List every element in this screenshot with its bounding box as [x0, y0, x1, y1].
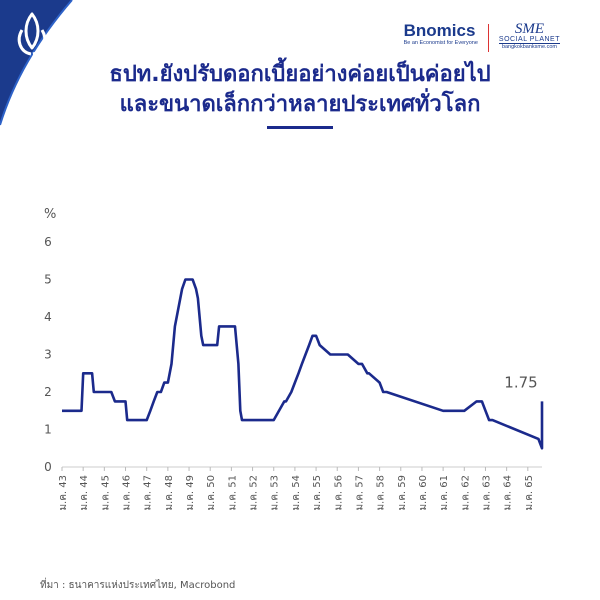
x-tick-label: ม.ค. 62 — [460, 475, 471, 511]
x-tick-label: ม.ค. 63 — [481, 475, 492, 511]
x-tick-label: ม.ค. 64 — [503, 475, 514, 511]
y-tick-label: 5 — [44, 273, 52, 287]
title-line-1: ธปท.ยังปรับดอกเบี้ยอย่างค่อยเป็นค่อยไป — [109, 62, 491, 87]
brand-divider — [487, 24, 489, 52]
source-note: ที่มา : ธนาคารแห่งประเทศไทย, Macrobond — [40, 580, 236, 591]
last-value-label: 1.75 — [504, 373, 537, 391]
x-tick-label: ม.ค. 55 — [312, 475, 323, 511]
x-tick-label: ม.ค. 61 — [439, 475, 450, 511]
sme-url: bangkokbanksme.com — [501, 44, 557, 50]
bnomics-name: Bnomics — [403, 21, 476, 40]
sme-sub: SOCIAL PLANET — [498, 36, 560, 44]
page-title: ธปท.ยังปรับดอกเบี้ยอย่างค่อยเป็นค่อยไป แ… — [0, 60, 600, 120]
y-tick-label: 3 — [44, 348, 52, 362]
x-tick-label: ม.ค. 57 — [354, 475, 365, 511]
x-tick-label: ม.ค. 58 — [376, 475, 387, 511]
y-tick-label: 4 — [44, 310, 52, 324]
x-tick-label: ม.ค. 44 — [79, 475, 90, 511]
y-axis-label: % — [44, 207, 56, 222]
x-tick-label: ม.ค. 56 — [333, 475, 344, 511]
sme-main: SME — [514, 21, 545, 37]
x-tick-label: ม.ค. 47 — [143, 475, 154, 511]
x-tick-label: ม.ค. 43 — [58, 475, 69, 511]
y-tick-label: 1 — [44, 423, 52, 437]
policy-rate-line — [62, 278, 544, 450]
sme-logo: SME SOCIAL PLANET bangkokbanksme.com — [498, 21, 560, 50]
x-tick-label: ม.ค. 49 — [185, 475, 196, 511]
x-tick-label: ม.ค. 46 — [122, 475, 133, 511]
x-tick-label: ม.ค. 50 — [206, 475, 217, 511]
y-tick-label: 2 — [44, 385, 52, 399]
title-underline — [267, 126, 333, 129]
bnomics-logo: Bnomics Be an Economist for Everyone — [403, 21, 478, 47]
x-tick-label: ม.ค. 48 — [164, 475, 175, 511]
x-tick-label: ม.ค. 54 — [291, 475, 302, 511]
brand-block: Bnomics Be an Economist for Everyone SME… — [404, 22, 560, 52]
x-tick-label: ม.ค. 60 — [418, 475, 429, 511]
x-tick-label: ม.ค. 53 — [270, 475, 281, 511]
x-tick-label: ม.ค. 52 — [249, 475, 260, 511]
x-tick-label: ม.ค. 45 — [100, 475, 111, 511]
bnomics-tagline: Be an Economist for Everyone — [403, 40, 478, 46]
x-tick-label: ม.ค. 59 — [397, 475, 408, 511]
x-tick-label: ม.ค. 51 — [227, 475, 238, 511]
y-tick-label: 0 — [44, 460, 52, 474]
title-line-2: และขนาดเล็กกว่าหลายประเทศทั่วโลก — [119, 92, 481, 117]
x-tick-label: ม.ค. 65 — [524, 475, 535, 511]
y-tick-label: 6 — [44, 235, 52, 249]
